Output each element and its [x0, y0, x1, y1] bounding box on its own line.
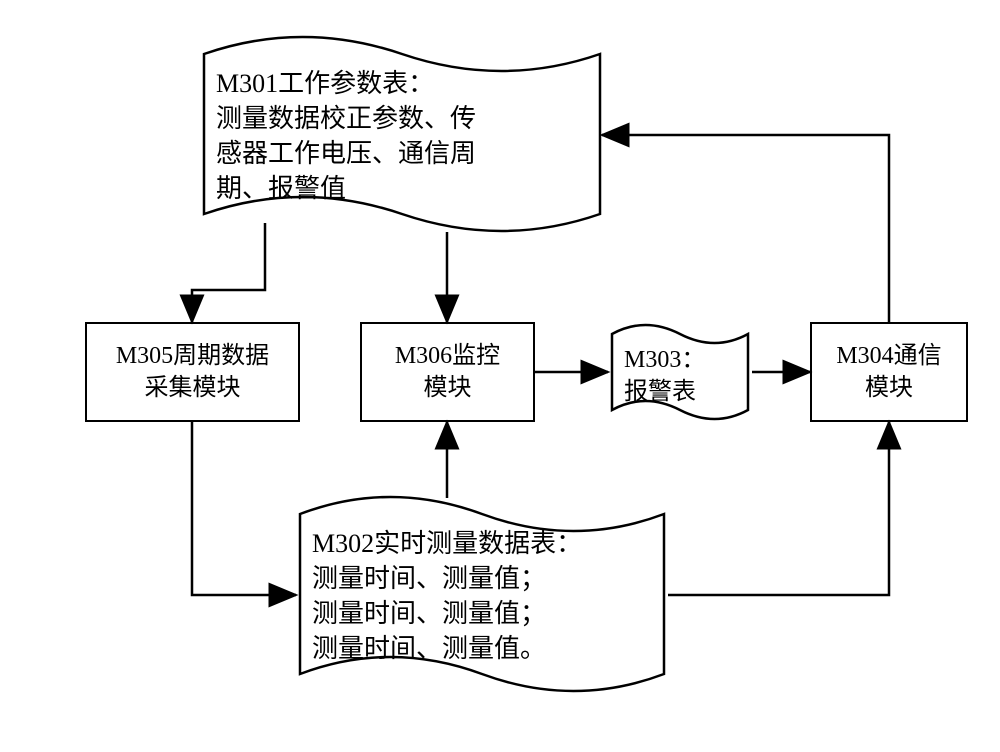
doc-m302-title: M302实时测量数据表： [312, 526, 652, 561]
box-m303-line2: 报警表 [624, 376, 736, 408]
box-m306-line1: M306监控 [395, 340, 500, 372]
box-m306: M306监控 模块 [360, 322, 535, 422]
box-m303: M303： 报警表 [610, 322, 750, 422]
box-m304: M304通信 模块 [810, 322, 968, 422]
doc-m301-line3: 期、报警值 [216, 171, 588, 206]
box-m304-line2: 模块 [836, 372, 941, 404]
doc-m302-line2: 测量时间、测量值； [312, 596, 652, 631]
doc-m301-line1: 测量数据校正参数、传 [216, 101, 588, 136]
arrow-m302-m304 [668, 422, 889, 595]
doc-m302-line3: 测量时间、测量值。 [312, 631, 652, 666]
doc-m302: M302实时测量数据表： 测量时间、测量值； 测量时间、测量值； 测量时间、测量… [298, 490, 666, 698]
doc-m301-line2: 感器工作电压、通信周 [216, 136, 588, 171]
box-m305-line1: M305周期数据 [116, 340, 269, 372]
arrow-m305-m302 [192, 422, 296, 595]
box-m305-line2: 采集模块 [116, 372, 269, 404]
box-m306-line2: 模块 [395, 372, 500, 404]
arrow-m304-m301 [602, 135, 889, 322]
doc-m302-line1: 测量时间、测量值； [312, 561, 652, 596]
box-m305: M305周期数据 采集模块 [85, 322, 300, 422]
doc-m301-title: M301工作参数表： [216, 66, 588, 101]
box-m303-line1: M303： [624, 344, 736, 376]
doc-m301: M301工作参数表： 测量数据校正参数、传 感器工作电压、通信周 期、报警值 [202, 30, 602, 238]
box-m304-line1: M304通信 [836, 340, 941, 372]
